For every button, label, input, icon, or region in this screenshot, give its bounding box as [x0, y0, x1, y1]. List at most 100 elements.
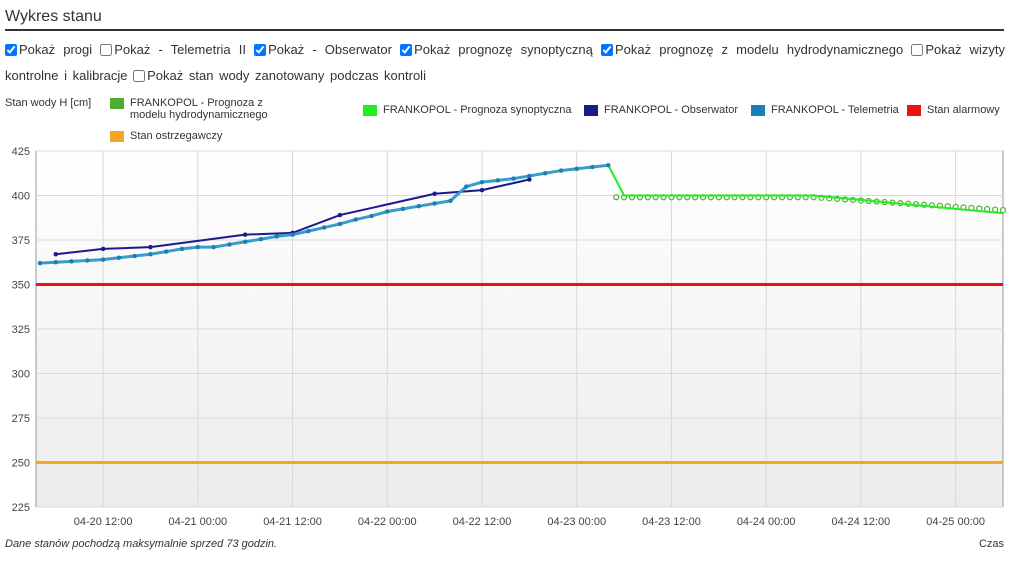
data-point	[574, 166, 579, 172]
x-tick-label: 04-21 12:00	[263, 516, 322, 528]
x-tick-label: 04-23 00:00	[547, 516, 606, 528]
data-point	[527, 173, 532, 179]
footnote: Dane stanów pochodzą maksymalnie sprzed …	[5, 538, 278, 550]
legend-item[interactable]: FRANKOPOL - Telemetria	[751, 104, 901, 116]
data-point	[85, 258, 90, 263]
checkbox-label: Pokaż prognozę synoptyczną	[414, 42, 593, 57]
x-tick-label: 04-25 00:00	[926, 516, 985, 528]
data-point	[179, 246, 185, 252]
legend-item[interactable]: Stan alarmowy	[907, 104, 1017, 116]
legend-swatch	[584, 105, 598, 116]
y-tick-label: 300	[12, 369, 30, 381]
checkbox[interactable]	[911, 44, 924, 56]
legend-item[interactable]: Stan ostrzegawczy	[110, 130, 290, 142]
legend-label: FRANKOPOL - Prognoza z modelu hydrodynam…	[130, 97, 268, 121]
data-point	[400, 206, 406, 212]
legend-label: FRANKOPOL - Telemetria	[771, 104, 899, 116]
data-point	[116, 255, 122, 261]
data-point	[590, 164, 595, 170]
checkbox-label: Pokaż progi	[19, 42, 93, 57]
data-point	[306, 228, 311, 234]
y-tick-label: 425	[12, 146, 30, 158]
checkbox[interactable]	[5, 44, 17, 56]
checkbox-label: Pokaż - Telemetria II	[114, 42, 246, 57]
legend-item[interactable]: FRANKOPOL - Prognoza synoptyczna	[363, 104, 583, 116]
checkbox-option[interactable]: Pokaż prognozę synoptyczną	[400, 42, 593, 57]
data-point	[613, 194, 620, 201]
legend-item[interactable]: FRANKOPOL - Prognoza z modelu hydrodynam…	[110, 97, 295, 121]
data-point	[163, 249, 169, 254]
data-point	[495, 178, 501, 183]
data-point	[385, 209, 390, 214]
data-point	[290, 232, 295, 237]
data-point	[542, 171, 548, 176]
checkbox-option[interactable]: Pokaż prognozę z modelu hydrodynamiczneg…	[600, 42, 903, 57]
checkbox-option[interactable]: Pokaż wizyty kontrolne i kalibracje	[5, 42, 1005, 83]
data-point	[448, 198, 453, 204]
checkbox[interactable]	[133, 70, 146, 82]
checkbox-label: Pokaż wizyty kontrolne i kalibracje	[5, 42, 1005, 83]
data-point	[69, 259, 74, 264]
data-point	[353, 217, 358, 222]
data-point	[369, 213, 374, 219]
data-point	[132, 253, 137, 259]
y-tick-label: 225	[12, 502, 30, 514]
x-tick-label: 04-23 12:00	[642, 516, 701, 528]
data-point	[37, 260, 43, 266]
legend-label: FRANKOPOL - Prognoza synoptyczna	[383, 104, 572, 116]
x-axis-label: Czas	[978, 538, 1004, 550]
x-tick-label: 04-24 00:00	[737, 516, 796, 528]
data-point	[606, 162, 611, 168]
section-title: Wykres stanu	[5, 8, 1004, 31]
options: Pokaż progi Pokaż - Telemetria II Pokaż …	[5, 37, 1005, 89]
data-point	[479, 179, 485, 185]
data-point	[432, 201, 437, 206]
legend-swatch	[751, 105, 765, 116]
legend-swatch	[363, 105, 377, 116]
data-point	[337, 212, 343, 218]
data-point	[337, 221, 343, 227]
checkbox-option[interactable]: Pokaż - Obserwator	[254, 42, 392, 57]
x-tick-label: 04-24 12:00	[832, 516, 891, 528]
checkbox-label: Pokaż - Obserwator	[268, 42, 392, 57]
legend-swatch	[110, 131, 124, 142]
data-point	[195, 244, 201, 250]
y-tick-label: 275	[12, 413, 30, 425]
checkbox[interactable]	[400, 44, 413, 56]
legend-swatch	[907, 105, 921, 116]
data-point	[258, 236, 264, 242]
y-tick-label: 325	[12, 324, 30, 336]
checkbox-option[interactable]: Pokaż progi	[5, 42, 92, 57]
data-point	[211, 244, 216, 250]
checkbox-option[interactable]: Pokaż - Telemetria II	[100, 42, 246, 57]
legend-label: Stan alarmowy	[927, 104, 1000, 116]
data-point	[148, 244, 153, 250]
checkbox-label: Pokaż stan wody zanotowany podczas kontr…	[147, 68, 426, 83]
y-tick-label: 350	[12, 280, 30, 292]
y-tick-label: 375	[12, 235, 30, 247]
data-point	[432, 191, 437, 196]
checkbox[interactable]	[254, 44, 267, 56]
y-tick-label: 400	[12, 191, 30, 203]
data-point	[53, 260, 58, 265]
series-line	[607, 164, 1004, 215]
data-point	[242, 232, 248, 237]
data-point	[558, 168, 564, 173]
checkbox-option[interactable]: Pokaż stan wody zanotowany podczas kontr…	[133, 68, 426, 83]
data-point	[227, 242, 232, 247]
data-point	[274, 234, 280, 239]
x-tick-label: 04-22 00:00	[358, 516, 417, 528]
data-point	[321, 225, 327, 230]
data-point	[100, 257, 106, 262]
data-point	[463, 184, 469, 189]
checkbox[interactable]	[600, 44, 613, 56]
checkbox[interactable]	[100, 44, 113, 56]
legend-label: Stan ostrzegawczy	[130, 130, 223, 142]
legend-label: FRANKOPOL - Obserwator	[604, 104, 739, 116]
y-axis-label: Stan wody H [cm]	[5, 97, 92, 109]
legend-item[interactable]: FRANKOPOL - Obserwator	[584, 104, 744, 116]
y-tick-label: 250	[12, 458, 30, 470]
legend-swatch	[110, 98, 124, 109]
